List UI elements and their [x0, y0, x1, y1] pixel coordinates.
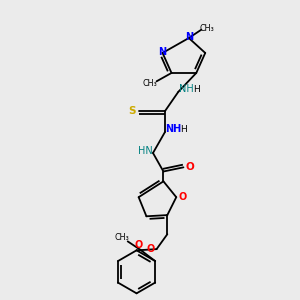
Text: H: H	[194, 85, 200, 94]
Text: CH₃: CH₃	[114, 233, 129, 242]
Text: NH: NH	[179, 84, 194, 94]
Text: CH₃: CH₃	[200, 24, 214, 33]
Text: HN: HN	[137, 146, 152, 156]
Text: S: S	[128, 106, 136, 116]
Text: N: N	[158, 47, 166, 57]
Text: O: O	[146, 244, 155, 254]
Text: O: O	[134, 240, 142, 250]
Text: N: N	[185, 32, 193, 42]
Text: H: H	[180, 125, 187, 134]
Text: O: O	[178, 192, 186, 202]
Text: CH₃: CH₃	[142, 79, 158, 88]
Text: O: O	[186, 162, 194, 172]
Text: NH: NH	[165, 124, 181, 134]
